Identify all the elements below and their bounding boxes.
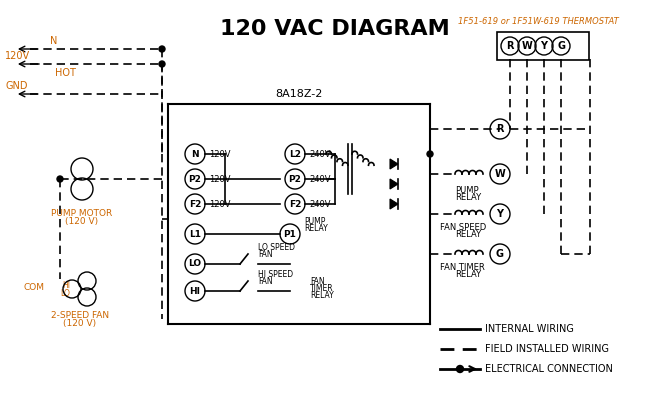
- Text: Y: Y: [541, 41, 547, 51]
- Text: ELECTRICAL CONNECTION: ELECTRICAL CONNECTION: [485, 364, 613, 374]
- Text: (120 V): (120 V): [64, 319, 96, 328]
- Text: HOT: HOT: [55, 68, 76, 78]
- Text: 120V: 120V: [5, 51, 30, 61]
- Text: FIELD INSTALLED WIRING: FIELD INSTALLED WIRING: [485, 344, 609, 354]
- Text: Y: Y: [496, 209, 503, 219]
- Text: INTERNAL WIRING: INTERNAL WIRING: [485, 324, 574, 334]
- Text: COM: COM: [24, 282, 45, 292]
- Text: PUMP: PUMP: [304, 217, 326, 226]
- Text: RELAY: RELAY: [304, 224, 328, 233]
- Text: FAN: FAN: [258, 277, 273, 286]
- Text: 2-SPEED FAN: 2-SPEED FAN: [51, 311, 109, 320]
- Circle shape: [456, 365, 464, 372]
- Text: G: G: [496, 249, 504, 259]
- Text: 120V: 120V: [209, 150, 230, 158]
- Circle shape: [427, 151, 433, 157]
- Text: PUMP: PUMP: [455, 186, 478, 195]
- Text: F2: F2: [189, 199, 201, 209]
- Text: RELAY: RELAY: [455, 230, 481, 239]
- Text: GND: GND: [5, 81, 27, 91]
- Text: LO: LO: [188, 259, 202, 269]
- Text: L2: L2: [289, 150, 301, 158]
- Text: HI: HI: [190, 287, 200, 295]
- Text: P1: P1: [283, 230, 296, 238]
- Text: F2: F2: [289, 199, 302, 209]
- Text: TIMER: TIMER: [310, 284, 334, 293]
- Text: N: N: [191, 150, 199, 158]
- Text: L1: L1: [189, 230, 201, 238]
- Text: R: R: [507, 41, 514, 51]
- Text: RELAY: RELAY: [310, 291, 334, 300]
- Text: RELAY: RELAY: [455, 193, 481, 202]
- Text: FAN TIMER: FAN TIMER: [440, 263, 485, 272]
- Text: HI SPEED: HI SPEED: [258, 270, 293, 279]
- Text: FAN SPEED: FAN SPEED: [440, 223, 486, 232]
- Polygon shape: [390, 159, 398, 169]
- Text: 120 VAC DIAGRAM: 120 VAC DIAGRAM: [220, 19, 450, 39]
- Text: 240V: 240V: [309, 174, 330, 184]
- Text: HI: HI: [62, 280, 70, 290]
- Text: (120 V): (120 V): [66, 217, 98, 226]
- Polygon shape: [390, 179, 398, 189]
- Text: 240V: 240V: [309, 199, 330, 209]
- Text: LO SPEED: LO SPEED: [258, 243, 295, 252]
- Text: R: R: [496, 124, 504, 134]
- Text: 1F51-619 or 1F51W-619 THERMOSTAT: 1F51-619 or 1F51W-619 THERMOSTAT: [458, 17, 618, 26]
- Text: W: W: [494, 169, 505, 179]
- Text: FAN: FAN: [258, 250, 273, 259]
- Text: 120V: 120V: [209, 174, 230, 184]
- Text: FAN: FAN: [310, 277, 325, 286]
- Text: PUMP MOTOR: PUMP MOTOR: [52, 209, 113, 218]
- Text: 120V: 120V: [209, 199, 230, 209]
- Text: P2: P2: [188, 174, 202, 184]
- Text: 240V: 240V: [309, 150, 330, 158]
- Text: 8A18Z-2: 8A18Z-2: [275, 89, 323, 99]
- Circle shape: [57, 176, 63, 182]
- Circle shape: [159, 61, 165, 67]
- Text: G: G: [557, 41, 565, 51]
- Text: LO: LO: [60, 289, 70, 297]
- Text: RELAY: RELAY: [455, 270, 481, 279]
- Polygon shape: [390, 199, 398, 209]
- Text: W: W: [522, 41, 533, 51]
- Text: P2: P2: [289, 174, 302, 184]
- Text: N: N: [50, 36, 58, 46]
- Circle shape: [159, 46, 165, 52]
